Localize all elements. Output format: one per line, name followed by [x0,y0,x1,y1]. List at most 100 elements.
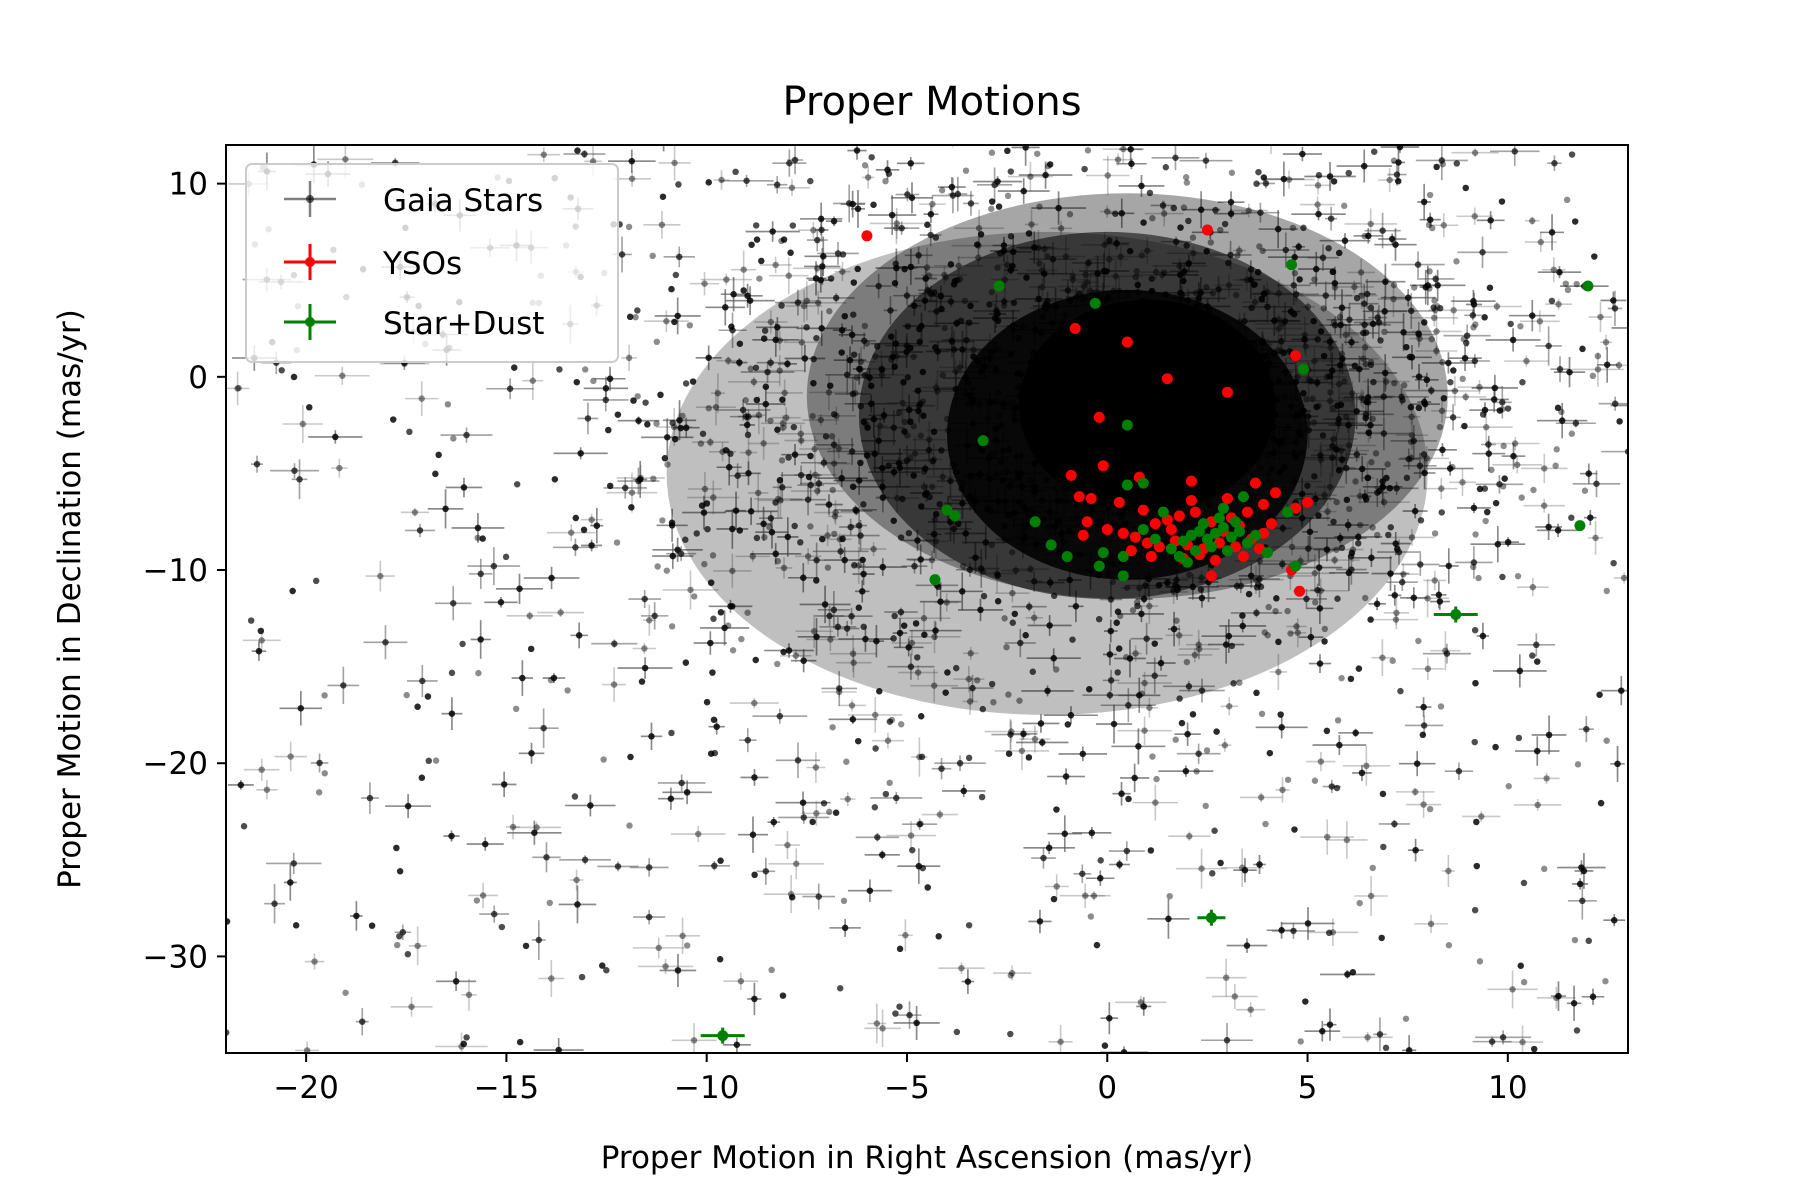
gaia-star-point [1146,602,1153,610]
gaia-error-bar [642,604,656,636]
gaia-star-point [886,779,893,787]
gaia-star-point [939,473,946,481]
gaia-star-point [1144,421,1151,428]
gaia-error-bar [908,620,961,654]
gaia-star-point [662,963,669,970]
gaia-star-point [1217,226,1224,234]
gaia-star-point [792,652,800,659]
gaia-star-point [1369,415,1376,423]
gaia-star-point [235,384,242,392]
gaia-error-bar [1449,468,1476,497]
gaia-star-point [994,264,1001,271]
gaia-error-bar [1099,205,1115,218]
gaia-star-point [1356,899,1363,907]
gaia-star-point [1152,799,1159,806]
gaia-star-point [1057,1038,1064,1045]
gaia-star-point [610,681,618,688]
gaia-star-point [1511,440,1519,447]
gaia-error-bar [274,741,307,772]
gaia-star-point [1393,609,1400,617]
gaia-star-point [1424,665,1432,673]
gaia-star-point [1303,396,1310,403]
gaia-error-bar [1102,153,1134,166]
gaia-star-point [1069,276,1077,284]
gaia-error-bar [1307,918,1359,947]
gaia-error-bar [891,630,933,656]
gaia-error-bar [537,608,585,618]
gaia-error-bar [1599,334,1613,350]
gaia-star-point [1374,531,1381,539]
gaia-error-bar [1377,281,1410,318]
gaia-star-point [1517,323,1524,330]
gaia-star-point [408,1003,415,1010]
gaia-star-point [1597,313,1604,321]
gaia-star-point [626,822,633,829]
gaia-star-point [861,322,869,330]
gaia-star-point [1505,783,1512,790]
gaia-star-point [1012,567,1020,574]
gaia-error-bar [505,814,521,840]
gaia-error-bar [314,366,370,385]
gaia-star-point [1379,654,1386,661]
gaia-star-point [1519,1038,1526,1046]
gaia-error-bar [1354,876,1388,916]
gaia-star-point [1529,217,1536,225]
gaia-error-bar [786,289,823,323]
gaia-star-point [1201,407,1209,414]
gaia-star-point [1364,1034,1371,1041]
gaia-error-bar [1524,216,1540,226]
gaia-error-bar [1269,653,1288,691]
gaia-error-bar [1309,555,1360,565]
gaia-star-point [714,390,722,397]
gaia-error-bar [1024,209,1039,240]
gaia-star-point [1369,524,1376,531]
gaia-star-point [780,564,788,572]
gaia-star-point [1311,357,1318,365]
gaia-star-point [965,675,973,683]
gaia-error-bar [643,210,681,239]
gaia-star-point [1203,284,1210,291]
gaia-star-point [1239,450,1246,457]
gaia-star-point [1555,301,1562,308]
gaia-star-point [450,435,457,442]
gaia-star-point [1281,393,1288,400]
gaia-star-point [1149,481,1156,489]
gaia-star-point [1141,727,1148,734]
gaia-star-point [658,221,666,228]
gaia-star-point [1287,630,1294,637]
gaia-star-point [1232,291,1240,299]
gaia-star-point [882,177,889,185]
gaia-star-point [1247,1006,1254,1013]
gaia-error-bar [1205,958,1247,997]
gaia-star-point [1436,423,1444,431]
gaia-star-point [1010,411,1018,418]
gaia-error-bar [731,250,757,289]
gaia-star-point [729,567,736,575]
gaia-star-point [1439,359,1446,366]
gaia-star-point [931,516,939,523]
gaia-star-point [1431,577,1438,584]
gaia-star-point [1134,560,1142,568]
gaia-star-point [1044,253,1051,260]
gaia-star-point [911,450,919,457]
gaia-star-point [901,418,908,426]
gaia-star-point [1191,651,1199,659]
gaia-star-point [812,764,820,771]
gaia-error-bar [1286,622,1307,631]
gaia-star-point [864,174,872,181]
gaia-star-point [844,795,851,803]
gaia-star-point [1084,147,1092,154]
gaia-star-point [738,635,745,643]
gaia-error-bar [754,355,805,387]
gaia-error-bar [1019,725,1051,753]
gaia-star-point [1368,459,1375,466]
gaia-error-bar [538,960,565,997]
gaia-error-bar [838,699,866,712]
gaia-error-bar [1472,301,1522,312]
gaia-star-point [1019,323,1027,330]
gaia-star-point [988,205,995,213]
gaia-star-point [742,397,749,404]
gaia-error-bar [1353,422,1384,443]
gaia-star-point [1380,498,1388,506]
